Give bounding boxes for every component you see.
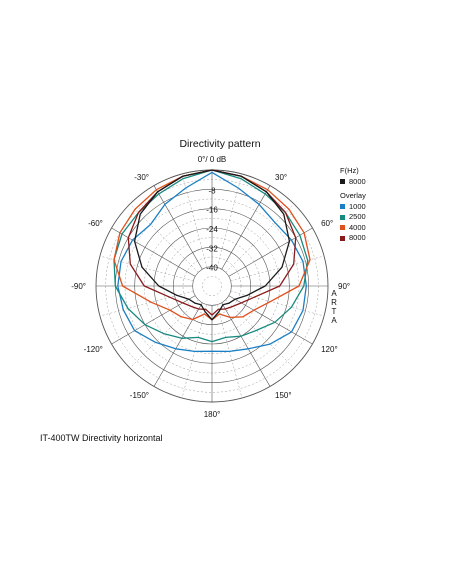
minor-spoke: [216, 173, 243, 268]
major-spoke: [111, 295, 196, 345]
angle-tick-label: 120°: [321, 345, 338, 354]
angle-tick-label: 150°: [275, 391, 292, 400]
angle-tick-label: 180°: [204, 410, 221, 419]
minor-spoke: [230, 255, 325, 282]
chart-title: Directivity pattern: [179, 138, 261, 150]
legend-item-main: 8000: [340, 177, 366, 188]
minor-spoke: [225, 203, 295, 273]
radial-tick-label: -40: [206, 264, 218, 273]
angle-tick-label: 90°: [338, 282, 350, 291]
angle-tick-label: 30°: [275, 173, 287, 182]
major-spoke: [153, 302, 203, 387]
overlay-header: Overlay: [340, 191, 366, 200]
legend-label: 8000: [349, 233, 366, 242]
series-line-8000: [133, 169, 291, 321]
polar-labels: -8 -16 -24 -32 -40 0°/ 0 dB 30° 60° 90° 120° 150° 1…: [71, 155, 350, 419]
major-spoke: [153, 185, 203, 270]
minor-spoke: [99, 255, 194, 282]
legend-item-1000: 1000: [340, 202, 366, 213]
legend: F(Hz) 8000 Overlay 1000 2500 4000 8000: [340, 166, 366, 244]
legend-label: 4000: [349, 222, 366, 232]
legend-item-4000: 4000: [340, 223, 366, 234]
minor-ring: [202, 276, 222, 296]
minor-spoke: [99, 290, 194, 317]
minor-spoke: [230, 290, 325, 317]
legend-swatch: [340, 179, 345, 185]
angle-tick-label: -30°: [134, 173, 149, 182]
angle-tick-label: -60°: [88, 219, 103, 228]
series-group: [113, 169, 311, 353]
angle-tick-label: 0°/ 0 dB: [198, 155, 227, 164]
minor-spoke: [129, 203, 199, 273]
legend-item-8000: 8000: [340, 233, 366, 244]
minor-spoke: [181, 173, 208, 268]
legend-swatch: [340, 204, 345, 210]
major-spoke: [228, 227, 313, 277]
legend-swatch: [340, 214, 345, 220]
radial-tick-label: -8: [208, 186, 216, 195]
angle-tick-label: 60°: [321, 219, 333, 228]
legend-label: 1000: [349, 201, 366, 211]
series-line-8000: [127, 169, 297, 316]
major-spoke: [111, 227, 196, 277]
angle-tick-label: -150°: [130, 391, 149, 400]
legend-item-2500: 2500: [340, 212, 366, 223]
series-line-1000: [117, 171, 307, 353]
major-spoke: [221, 185, 271, 270]
minor-spoke: [225, 299, 295, 369]
legend-swatch: [340, 235, 345, 241]
legend-label: 2500: [349, 212, 366, 221]
angle-tick-label: -120°: [84, 345, 103, 354]
radial-tick-label: -24: [206, 225, 218, 234]
legend-header: F(Hz): [340, 166, 359, 175]
angle-tick-label: -90°: [71, 282, 86, 291]
figure-caption: IT-400TW Directivity horizontal: [40, 433, 163, 443]
radial-tick-label: -32: [206, 244, 218, 253]
major-spoke: [228, 295, 313, 345]
radial-tick-label: -16: [206, 206, 218, 215]
series-line-2500: [113, 169, 309, 343]
legend-label: 8000: [349, 176, 366, 186]
legend-swatch: [340, 225, 345, 231]
